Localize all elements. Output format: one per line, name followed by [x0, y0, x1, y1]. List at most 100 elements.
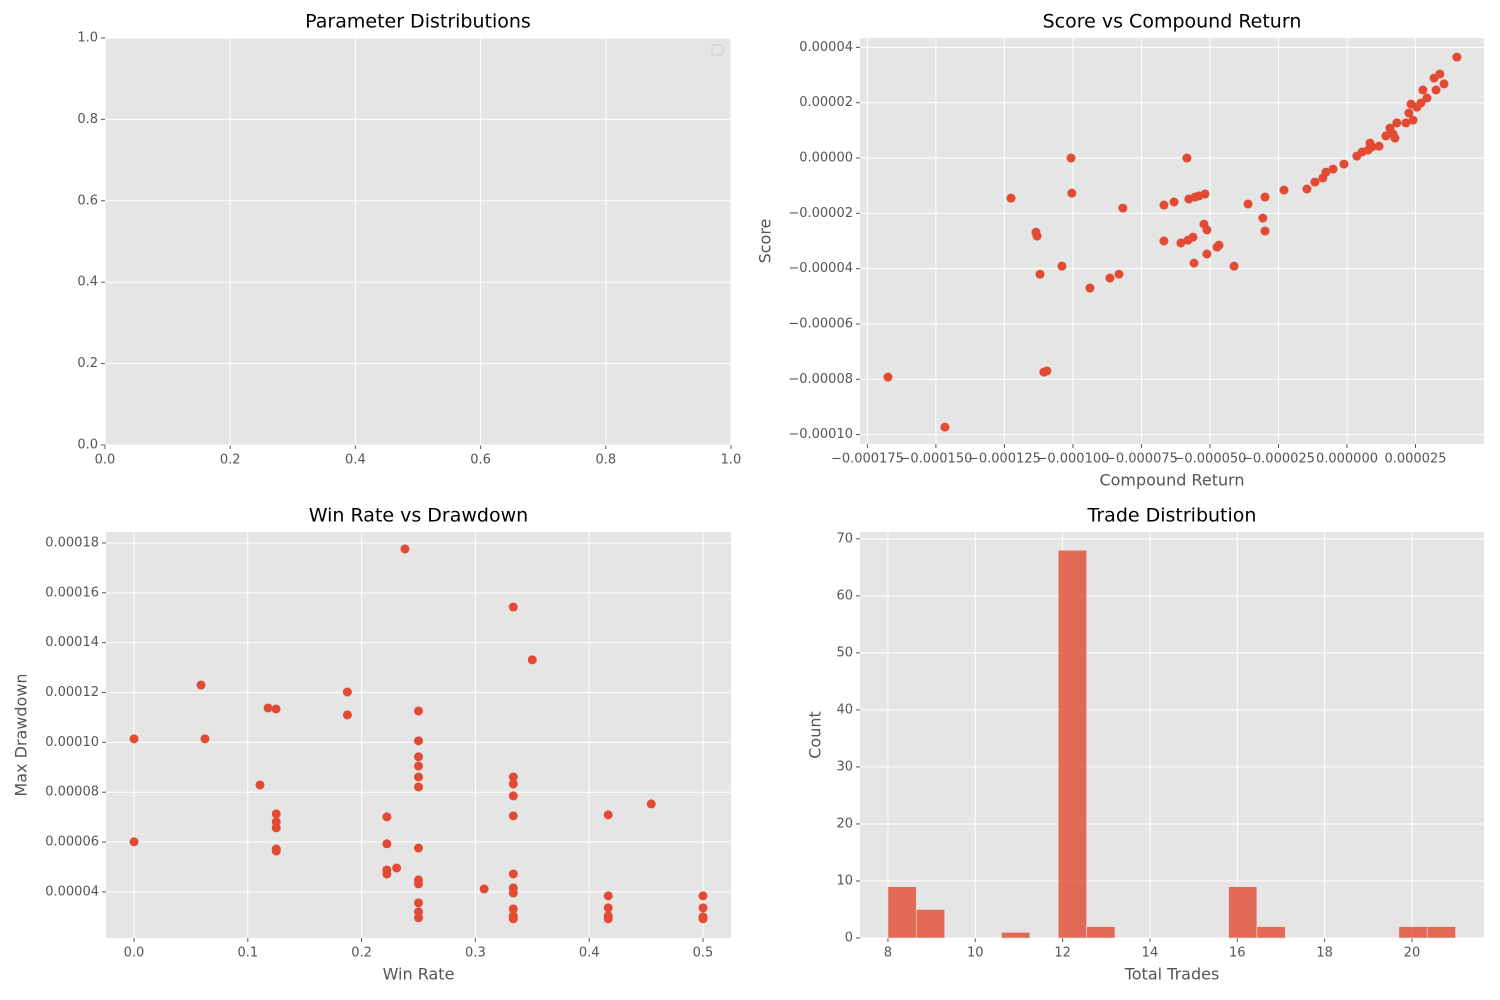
scatter-point: [1279, 185, 1289, 195]
scatter-point: [1169, 197, 1179, 207]
scatter-point: [414, 782, 423, 792]
y-tick-label: 0.2: [77, 356, 98, 371]
y-tick-label: 0.00010: [45, 735, 99, 750]
scatter-point: [271, 704, 281, 714]
y-tick-label: 40: [836, 702, 853, 717]
subplot: −0.000175−0.000150−0.000125−0.000100−0.0…: [756, 11, 1484, 490]
histogram-bar: [916, 909, 946, 939]
y-tick-label: 0.4: [77, 275, 98, 290]
x-tick-label: 14: [1142, 946, 1159, 961]
plot-area: [105, 38, 731, 445]
histogram-bar: [1086, 926, 1116, 939]
scatter-point: [414, 879, 423, 889]
plot-area: [106, 532, 731, 938]
scatter-point: [1202, 225, 1212, 235]
scatter-point: [508, 602, 518, 612]
scatter-point: [1416, 98, 1426, 108]
scatter-point: [1258, 213, 1268, 223]
scatter-point: [508, 914, 518, 924]
scatter-point: [527, 655, 537, 665]
scatter-point: [1367, 142, 1377, 152]
x-tick-label: 12: [1054, 946, 1071, 961]
scatter-point: [1310, 177, 1320, 187]
scatter-point: [1085, 283, 1095, 293]
y-tick-label: 0.00002: [799, 95, 853, 110]
scatter-point: [1006, 193, 1016, 203]
scatter-point: [271, 823, 281, 833]
scatter-point: [1114, 269, 1124, 279]
subplot: 0.0 0.2 0.4 0.6 0.8 1.0 0.0 0.2 0.4 0.6 0.8 1.0 Para…: [77, 11, 741, 468]
chart-title: Win Rate vs Drawdown: [309, 505, 528, 527]
scatter-point: [508, 772, 518, 782]
y-tick-label: 10: [836, 873, 853, 888]
y-tick-label: 0.00006: [45, 835, 99, 850]
x-tick-label: 18: [1316, 946, 1333, 961]
scatter-point: [508, 779, 518, 789]
subplot: 8 10 12 14 16 18 20 0 10 20 30 40 50 60 70 Trade Distri…: [806, 505, 1484, 984]
x-tick-label: 0.0: [124, 946, 145, 961]
scatter-point: [1452, 52, 1462, 62]
x-tick-label: −0.000150: [899, 452, 972, 467]
scatter-point: [392, 863, 402, 873]
x-axis-label: Total Trades: [1124, 965, 1220, 984]
scatter-point: [1118, 203, 1128, 213]
scatter-point: [1243, 199, 1253, 209]
scatter-point: [1229, 261, 1239, 271]
scatter-point: [1328, 164, 1338, 174]
scatter-point: [271, 846, 281, 856]
scatter-point: [1042, 366, 1052, 376]
x-tick-label: 0.3: [465, 946, 486, 961]
y-tick-label: 0.00012: [45, 685, 99, 700]
histogram-bar: [1057, 549, 1087, 939]
scatter-point: [1418, 85, 1428, 95]
scatter-point: [883, 372, 893, 382]
scatter-point: [1035, 269, 1045, 279]
scatter-point: [129, 837, 139, 847]
scatter-point: [1422, 93, 1432, 103]
scatter-point: [508, 904, 518, 914]
y-tick-label: 70: [836, 531, 853, 546]
chart-title: Trade Distribution: [1087, 505, 1257, 527]
x-tick-label: 0.1: [237, 946, 258, 961]
x-tick-label: 16: [1229, 946, 1246, 961]
histogram-bar: [887, 886, 917, 939]
scatter-point: [414, 761, 423, 771]
y-tick-label: 0.00008: [45, 785, 99, 800]
scatter-point: [1159, 236, 1169, 246]
y-tick-label: 60: [836, 588, 853, 603]
histogram-bar: [1256, 926, 1286, 939]
scatter-point: [1260, 226, 1270, 236]
subplot: 0.0 0.1 0.2 0.3 0.4 0.5 0.00004 0.00006 0.00008 0…: [12, 505, 731, 984]
histogram-bar: [1426, 926, 1456, 939]
scatter-point: [255, 780, 265, 790]
scatter-point: [414, 843, 423, 853]
x-tick-label: 0.0: [95, 453, 116, 468]
y-tick-label: 0.00004: [45, 884, 99, 899]
scatter-point: [382, 839, 392, 849]
x-tick-label: 0.2: [351, 946, 372, 961]
scatter-point: [1339, 159, 1349, 169]
scatter-point: [1381, 131, 1391, 141]
scatter-point: [200, 734, 210, 744]
y-tick-label: 0.8: [77, 112, 98, 127]
y-tick-label: −0.00004: [788, 261, 853, 276]
scatter-point: [342, 687, 352, 697]
scatter-point: [646, 799, 656, 809]
y-tick-label: 0.00004: [799, 40, 853, 55]
x-tick-label: −0.000050: [1173, 452, 1246, 467]
histogram-bar: [1228, 886, 1258, 939]
scatter-point: [414, 913, 423, 923]
histogram-bar: [1398, 926, 1428, 939]
x-tick-label: 0.8: [595, 453, 616, 468]
scatter-point: [1392, 118, 1402, 128]
scatter-point: [414, 772, 423, 782]
y-tick-label: 0.00016: [45, 585, 99, 600]
scatter-point: [129, 734, 139, 744]
scatter-point: [508, 811, 518, 821]
scatter-point: [1105, 273, 1115, 283]
scatter-point: [196, 680, 206, 690]
x-tick-label: 20: [1404, 946, 1421, 961]
scatter-point: [1188, 232, 1198, 242]
y-tick-label: 0.0: [77, 438, 98, 453]
x-tick-label: 0.4: [579, 946, 600, 961]
